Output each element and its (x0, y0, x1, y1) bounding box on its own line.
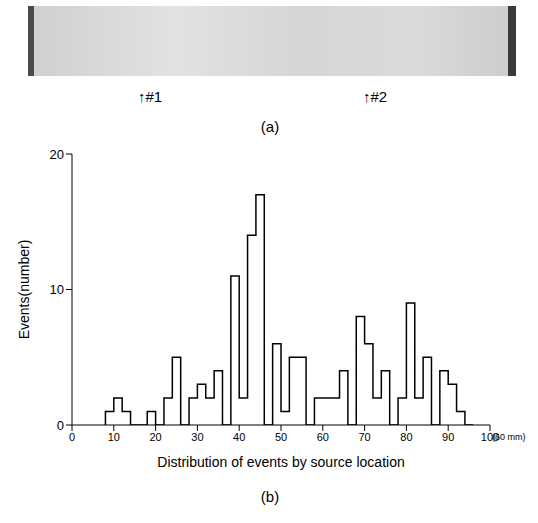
svg-text:0: 0 (57, 418, 64, 433)
svg-text:60: 60 (317, 431, 329, 443)
svg-text:30: 30 (191, 431, 203, 443)
svg-text:10: 10 (50, 282, 64, 297)
svg-text:40: 40 (233, 431, 245, 443)
svg-text:50: 50 (275, 431, 287, 443)
svg-text:10: 10 (108, 431, 120, 443)
svg-text:90: 90 (442, 431, 454, 443)
svg-text:0: 0 (69, 431, 75, 443)
svg-text:80: 80 (400, 431, 412, 443)
svg-text:20: 20 (50, 147, 64, 162)
svg-text:70: 70 (358, 431, 370, 443)
svg-text:Distribution of events by sour: Distribution of events by source locatio… (157, 454, 404, 470)
svg-text:20: 20 (149, 431, 161, 443)
svg-text:Events(number): Events(number) (16, 240, 32, 340)
